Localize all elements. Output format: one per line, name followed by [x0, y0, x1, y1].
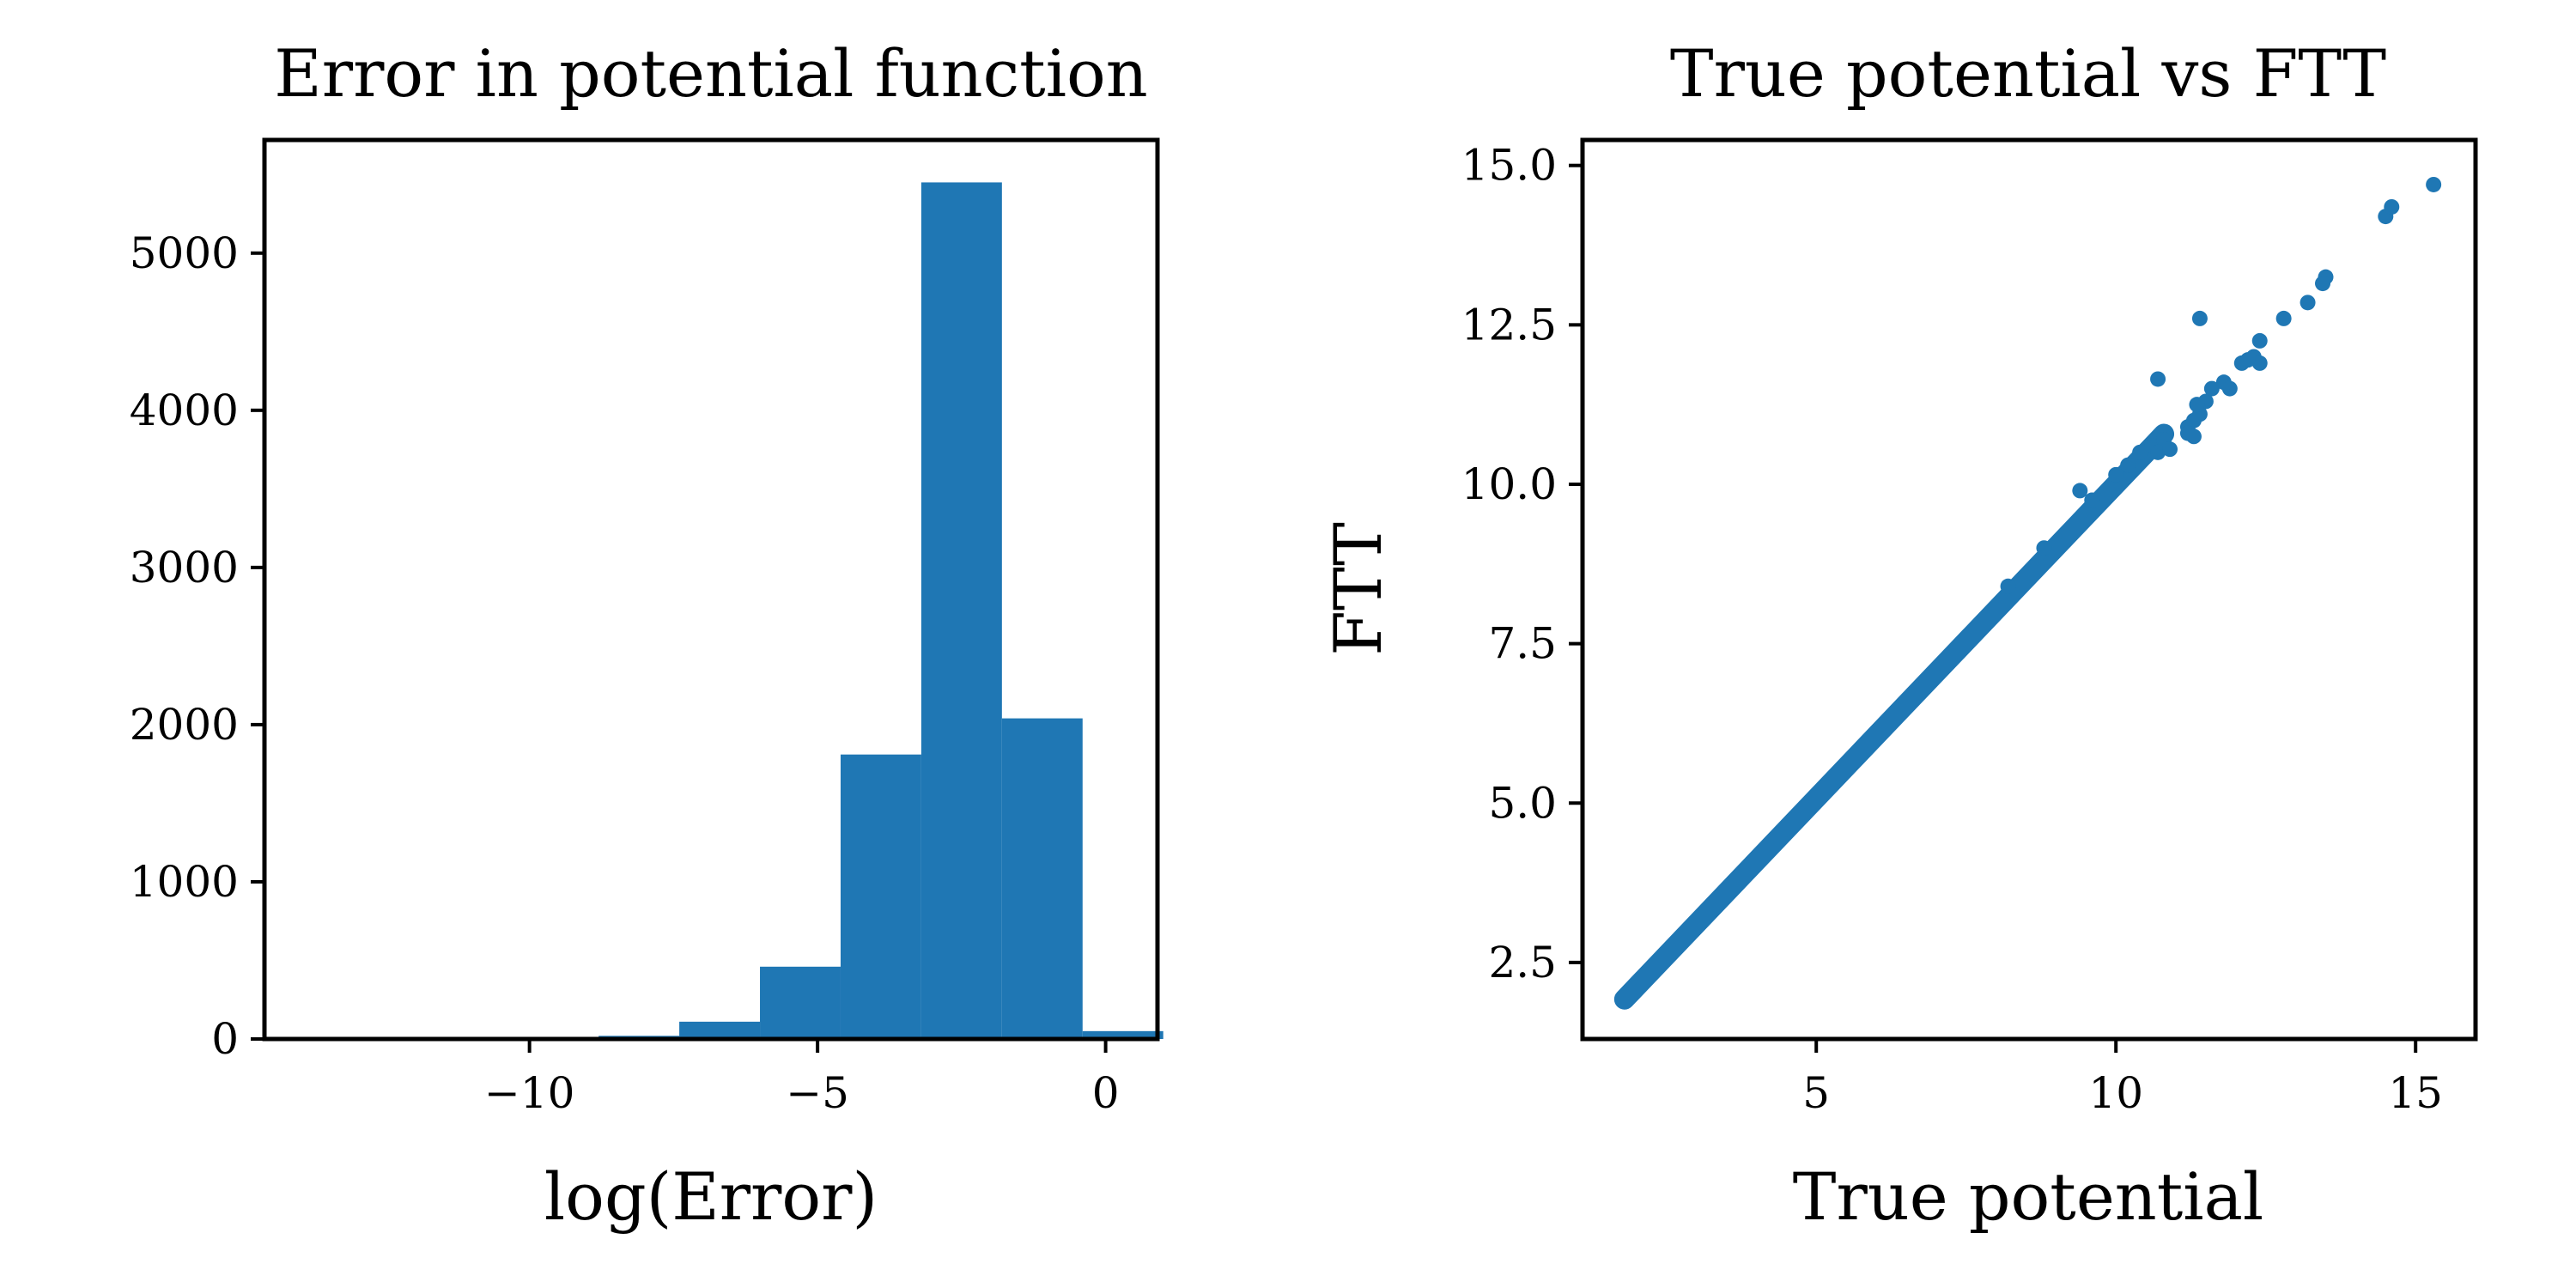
histogram-y-tick-label: 1000 — [130, 857, 239, 907]
scatter-x-ticks: 5 10 15 — [1802, 1039, 2443, 1118]
scatter-point — [2150, 371, 2166, 387]
scatter-point — [2251, 355, 2268, 371]
scatter-point — [2108, 466, 2124, 483]
scatter-point — [2189, 397, 2205, 413]
histogram-bar — [1001, 718, 1083, 1039]
scatter-point — [2162, 441, 2178, 458]
histogram-bars — [362, 182, 1163, 1039]
scatter-y-tick-label: 12.5 — [1461, 300, 1557, 349]
scatter-point — [2251, 332, 2268, 349]
scatter-point — [2426, 176, 2442, 192]
scatter-x-tick-label: 15 — [2388, 1068, 2443, 1118]
histogram-x-axis-label: log(Error) — [544, 1158, 878, 1235]
scatter-axes-frame — [1580, 137, 2478, 1042]
scatter-title: True potential vs FTT — [1670, 35, 2386, 112]
scatter-point — [2000, 578, 2016, 594]
scatter-point — [2120, 457, 2136, 473]
scatter-point — [2084, 492, 2100, 508]
histogram-bar — [920, 182, 1002, 1039]
scatter-y-ticks: 2.5 5.0 7.5 10.0 12.5 15.0 — [1461, 141, 1583, 987]
scatter-y-axis-label: FTT — [1320, 522, 1396, 656]
histogram-bar — [1082, 1030, 1163, 1039]
histogram-y-tick-label: 4000 — [130, 386, 239, 435]
scatter-point — [2072, 483, 2088, 499]
scatter-panel: True potential vs FTT 5 10 15 2.5 5.0 7.5 10.… — [1320, 35, 2478, 1235]
scatter-point — [2239, 352, 2256, 368]
histogram-bar — [840, 754, 921, 1039]
scatter-points — [1613, 176, 2442, 1010]
histogram-title: Error in potential function — [274, 35, 1147, 112]
histogram-y-ticks: 0 1000 2000 3000 4000 5000 — [130, 228, 264, 1064]
scatter-x-tick-label: 5 — [1802, 1068, 1830, 1118]
histogram-x-ticks: −10 −5 0 — [484, 1039, 1120, 1118]
scatter-y-tick-label: 10.0 — [1461, 459, 1557, 509]
scatter-point — [2150, 444, 2166, 460]
scatter-x-tick-label: 10 — [2088, 1068, 2143, 1118]
scatter-point — [2221, 380, 2238, 397]
histogram-x-tick-label: −10 — [484, 1068, 575, 1118]
scatter-y-tick-label: 15.0 — [1461, 141, 1557, 191]
histogram-y-tick-label: 2000 — [130, 700, 239, 750]
scatter-dense-band — [1613, 423, 2175, 1010]
scatter-x-axis-label: True potential — [1793, 1158, 2263, 1235]
scatter-point — [2191, 310, 2208, 326]
scatter-point — [2315, 276, 2331, 292]
histogram-x-tick-label: −5 — [786, 1068, 849, 1118]
scatter-point — [2384, 198, 2400, 215]
scatter-point — [2036, 540, 2052, 556]
scatter-point — [2275, 310, 2292, 326]
histogram-bar — [679, 1021, 761, 1039]
histogram-y-tick-label: 5000 — [130, 228, 239, 278]
histogram-panel: Error in potential function −10 −5 0 0 1000… — [130, 35, 1163, 1235]
histogram-x-tick-label: 0 — [1092, 1068, 1120, 1118]
scatter-point — [2203, 380, 2220, 397]
scatter-point — [2185, 428, 2202, 445]
scatter-point — [2300, 295, 2316, 311]
histogram-bar — [760, 966, 841, 1039]
histogram-y-tick-label: 0 — [211, 1014, 239, 1064]
scatter-y-tick-label: 7.5 — [1488, 619, 1557, 669]
histogram-axes-frame — [262, 137, 1160, 1042]
scatter-y-tick-label: 5.0 — [1488, 778, 1557, 828]
histogram-y-tick-label: 3000 — [130, 543, 239, 592]
scatter-point — [2132, 444, 2148, 460]
scatter-y-tick-label: 2.5 — [1488, 938, 1557, 987]
